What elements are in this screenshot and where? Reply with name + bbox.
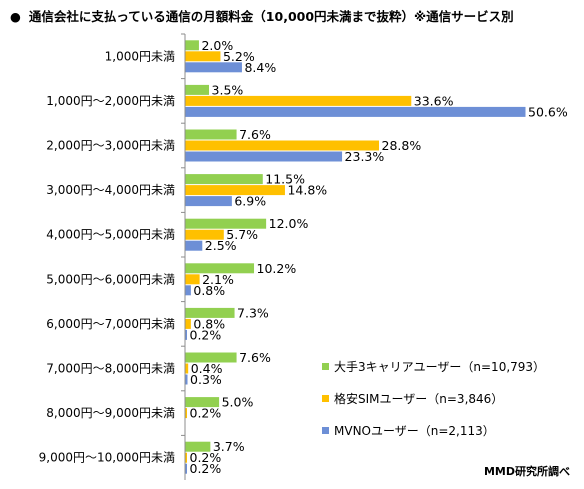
bar: [185, 129, 237, 140]
bar: [185, 240, 203, 251]
category-label: 8,000円～9,000円未満: [46, 406, 175, 420]
bar: [185, 218, 267, 229]
data-label: 12.0%: [269, 216, 309, 231]
data-label: 0.2%: [190, 450, 222, 465]
bullet-icon: ●: [10, 9, 21, 24]
data-label: 23.3%: [345, 149, 385, 164]
bar: [185, 40, 199, 51]
bar: [185, 441, 211, 452]
data-label: 7.3%: [237, 305, 269, 320]
data-label: 0.4%: [191, 361, 223, 376]
data-label: 6.9%: [234, 194, 266, 209]
category-label: 7,000円～8,000円未満: [46, 362, 175, 376]
bar: [185, 307, 235, 318]
chart-title-text: 通信会社に支払っている通信の月額料金（10,000円未満まで抜粋）※通信サービス…: [28, 9, 514, 24]
bar: [185, 285, 191, 296]
bar: [185, 318, 191, 329]
legend-label-sim: 格安SIMユーザー（n=3,846）: [334, 391, 504, 406]
data-label: 10.2%: [257, 261, 297, 276]
bar: [185, 51, 221, 62]
data-label: 5.0%: [222, 395, 254, 410]
data-label: 11.5%: [265, 172, 305, 187]
bar: [185, 363, 189, 374]
legend-swatch-mvno: [322, 426, 329, 434]
bar: [185, 408, 187, 419]
bar: [185, 84, 210, 95]
category-label: 9,000円～10,000円未満: [39, 451, 175, 465]
bar: [185, 140, 380, 151]
data-label: 7.6%: [239, 127, 271, 142]
legend: 大手3キャリアユーザー（n=10,793） 格安SIMユーザー（n=3,846）…: [322, 350, 545, 446]
bar: [185, 95, 412, 106]
legend-label-carrier: 大手3キャリアユーザー（n=10,793）: [334, 359, 546, 374]
data-label: 7.6%: [239, 350, 271, 365]
bar: [185, 174, 263, 185]
bar: [185, 151, 343, 162]
bar: [185, 196, 232, 207]
legend-item-mvno: MVNOユーザー（n=2,113）: [322, 414, 545, 446]
bar: [185, 62, 242, 73]
legend-swatch-sim: [322, 394, 329, 402]
data-label: 0.2%: [190, 327, 222, 342]
data-label: 8.4%: [244, 60, 276, 75]
bar: [185, 352, 237, 363]
legend-label-mvno: MVNOユーザー（n=2,113）: [334, 423, 495, 438]
bar: [185, 329, 187, 340]
data-label: 28.8%: [382, 138, 422, 153]
bar: [185, 229, 224, 240]
category-label: 4,000円～5,000円未満: [46, 228, 175, 242]
chart-title: ● 通信会社に支払っている通信の月額料金（10,000円未満まで抜粋）※通信サービ…: [10, 6, 514, 25]
data-label: 0.3%: [190, 372, 222, 387]
data-label: 2.0%: [201, 38, 233, 53]
bar: [185, 263, 255, 274]
data-label: 0.2%: [190, 406, 222, 421]
data-label: 3.5%: [212, 82, 244, 97]
category-label: 1,000円～2,000円未満: [46, 94, 175, 108]
data-label: 2.5%: [205, 238, 237, 253]
data-label: 2.1%: [202, 272, 234, 287]
bar: [185, 452, 187, 463]
data-label: 5.2%: [223, 49, 255, 64]
data-label: 50.6%: [528, 104, 568, 119]
legend-item-carrier: 大手3キャリアユーザー（n=10,793）: [322, 350, 545, 382]
bar: [185, 185, 285, 196]
data-label: 14.8%: [287, 183, 327, 198]
bar: [185, 397, 220, 408]
category-label: 5,000円～6,000円未満: [46, 272, 175, 286]
bar: [185, 374, 188, 385]
legend-item-sim: 格安SIMユーザー（n=3,846）: [322, 382, 545, 414]
category-label: 1,000円未満: [105, 49, 175, 63]
data-label: 3.7%: [213, 439, 245, 454]
category-label: 3,000円～4,000円未満: [46, 183, 175, 197]
data-label: 0.8%: [193, 316, 225, 331]
bar: [185, 274, 200, 285]
category-label: 6,000円～7,000円未満: [46, 317, 175, 331]
legend-swatch-carrier: [322, 362, 329, 370]
data-label: 5.7%: [226, 227, 258, 242]
bar: [185, 463, 187, 474]
data-label: 0.2%: [190, 461, 222, 476]
bar: [185, 106, 526, 117]
data-label: 33.6%: [414, 93, 454, 108]
source-note: MMD研究所調べ: [483, 465, 570, 478]
data-label: 0.8%: [193, 283, 225, 298]
category-label: 2,000円～3,000円未満: [46, 139, 175, 153]
